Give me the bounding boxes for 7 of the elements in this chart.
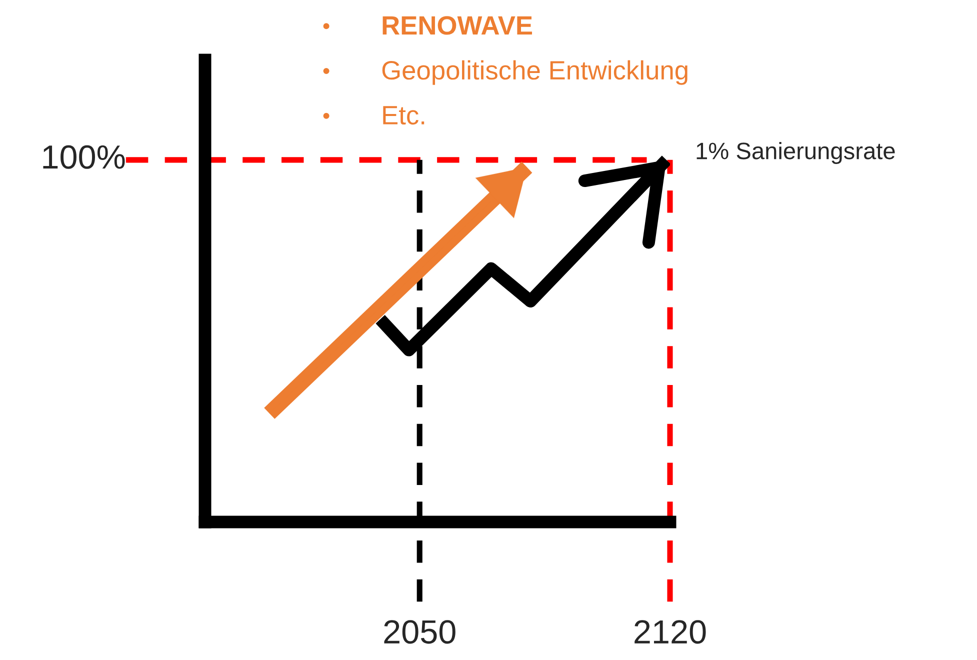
x-tick-label: 2120: [634, 620, 706, 644]
ref-line-label: 100%: [43, 145, 125, 169]
text: • RENOWAVE: [323, 16, 532, 35]
x-tick-label: 2050: [384, 620, 456, 644]
text: • Geopolitische Entwicklung: [323, 60, 688, 85]
text: • Etc.: [323, 106, 424, 125]
annotation: 1% Sanierungsrate: [696, 142, 895, 164]
